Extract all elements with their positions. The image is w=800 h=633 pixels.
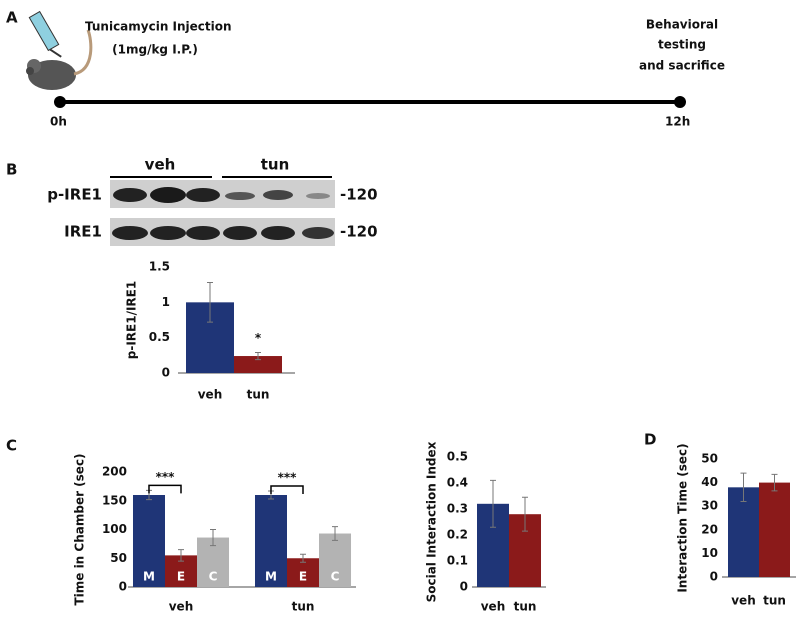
- y-tick-label: 0.5: [149, 330, 170, 344]
- y-tick-label: 0.1: [447, 554, 468, 568]
- y-tick-label: 0.3: [447, 502, 468, 516]
- error-bar: [255, 352, 261, 361]
- panel-label: C: [6, 437, 17, 455]
- timeline-text: Behavioral: [646, 18, 718, 32]
- y-tick-label: 30: [701, 499, 718, 513]
- series-label: M: [143, 570, 155, 584]
- y-tick-label: 200: [102, 465, 127, 479]
- error-bar: [490, 479, 496, 528]
- y-tick-label: 0: [162, 366, 170, 380]
- y-tick-label: 0.5: [447, 450, 468, 464]
- timeline-text: testing: [658, 38, 706, 52]
- y-tick-label: 0: [119, 580, 127, 594]
- y-axis-label: Time in Chamber (sec): [73, 453, 87, 605]
- bar: [132, 495, 165, 587]
- x-tick-label: veh: [169, 600, 194, 614]
- blot-size: -120: [340, 223, 378, 241]
- annotation: *: [255, 331, 262, 345]
- timeline-dot: [54, 96, 66, 108]
- series-label: M: [265, 570, 277, 584]
- timeline-text: and sacrifice: [639, 59, 725, 73]
- y-tick-label: 10: [701, 546, 718, 560]
- y-tick-label: 100: [102, 522, 127, 536]
- blot-image: [110, 180, 335, 246]
- panel-label: D: [644, 431, 656, 449]
- y-tick-label: 0: [460, 580, 468, 594]
- timeline-dot: [674, 96, 686, 108]
- annotation: ***: [156, 470, 176, 484]
- y-tick-label: 0.4: [447, 476, 468, 490]
- error-bar: [522, 496, 528, 532]
- series-label: C: [209, 570, 218, 584]
- bar: [234, 356, 282, 373]
- bar: [319, 533, 352, 587]
- y-tick-label: 20: [701, 522, 718, 536]
- y-tick-label: 150: [102, 493, 127, 507]
- x-tick-label: veh: [198, 388, 223, 402]
- timeline-text: 0h: [50, 115, 67, 129]
- significance-bracket: [270, 485, 304, 494]
- y-tick-label: 1.5: [149, 260, 170, 274]
- x-tick-label: tun: [514, 600, 537, 614]
- x-tick-label: tun: [292, 600, 315, 614]
- error-bar: [740, 472, 747, 502]
- series-label: E: [177, 570, 185, 584]
- panel-label: A: [6, 9, 18, 27]
- error-bar: [771, 473, 778, 492]
- blot-row: IRE1: [64, 223, 102, 241]
- timeline-text: (1mg/kg I.P.): [112, 43, 198, 57]
- x-tick-label: veh: [481, 600, 506, 614]
- annotation: ***: [278, 470, 298, 484]
- bar: [728, 487, 759, 577]
- error-bar: [207, 282, 213, 323]
- mouse-icon: [26, 10, 93, 90]
- significance-bracket: [148, 484, 182, 494]
- x-tick-label: veh: [731, 594, 756, 608]
- series-label: C: [331, 570, 340, 584]
- error-bar: [300, 553, 306, 563]
- blot-size: -120: [340, 186, 378, 204]
- bar: [759, 482, 790, 577]
- y-tick-label: 40: [701, 475, 718, 489]
- bar: [286, 558, 320, 587]
- error-bar: [332, 526, 339, 541]
- y-tick-label: 50: [701, 452, 718, 466]
- y-axis-label: p-IRE1/IRE1: [125, 281, 139, 359]
- y-tick-label: 50: [110, 551, 127, 565]
- y-tick-label: 1: [162, 295, 170, 309]
- error-bar: [210, 529, 217, 547]
- x-tick-label: tun: [763, 594, 786, 608]
- panel-label: B: [6, 161, 17, 179]
- y-tick-label: 0.2: [447, 528, 468, 542]
- y-axis-label: Interaction Time (sec): [676, 443, 690, 592]
- y-tick-label: 0: [710, 570, 718, 584]
- bar: [254, 495, 287, 587]
- timeline-text: 12h: [665, 115, 690, 129]
- blot-group: veh: [145, 156, 176, 174]
- y-axis-label: Social Interaction Index: [425, 441, 439, 602]
- x-tick-label: tun: [247, 388, 270, 402]
- blot-group: tun: [261, 156, 290, 174]
- blot-row: p-IRE1: [47, 186, 102, 204]
- timeline-text: Tunicamycin Injection: [85, 20, 232, 34]
- error-bar: [178, 549, 184, 562]
- series-label: E: [299, 570, 307, 584]
